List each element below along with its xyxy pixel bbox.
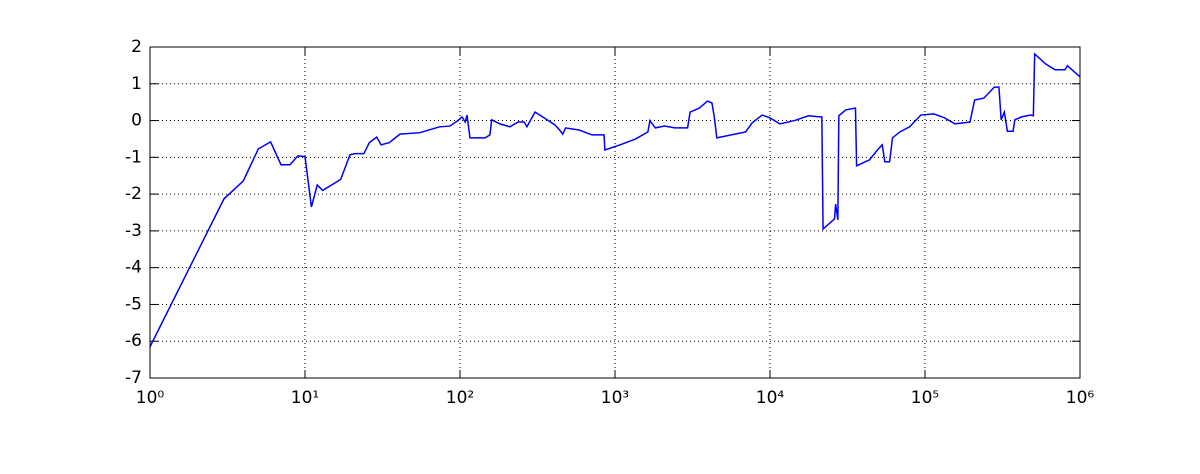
y-tick-label: -2 [125, 184, 142, 204]
y-tick-label: -3 [125, 221, 142, 241]
x-tick-label: 10³ [601, 388, 629, 408]
x-tick-label: 10⁵ [911, 388, 939, 408]
y-tick-label: -1 [125, 147, 142, 167]
plot-frame [149, 46, 1081, 379]
y-tick-label: -7 [125, 368, 142, 388]
y-tick-label: 2 [131, 37, 142, 57]
x-tick-label: 10⁶ [1066, 388, 1095, 408]
x-tick-label: 10⁰ [136, 388, 165, 408]
y-tick-label: 0 [131, 111, 142, 131]
y-tick-label: -4 [125, 258, 142, 278]
y-tick-label: 1 [131, 74, 142, 94]
y-tick-label: -5 [125, 294, 142, 314]
x-tick-label: 10⁴ [756, 388, 785, 408]
x-tick-label: 10² [446, 388, 474, 408]
x-tick-label: 10¹ [291, 388, 319, 408]
y-tick-label: -6 [125, 331, 142, 351]
data-line [149, 52, 1081, 348]
